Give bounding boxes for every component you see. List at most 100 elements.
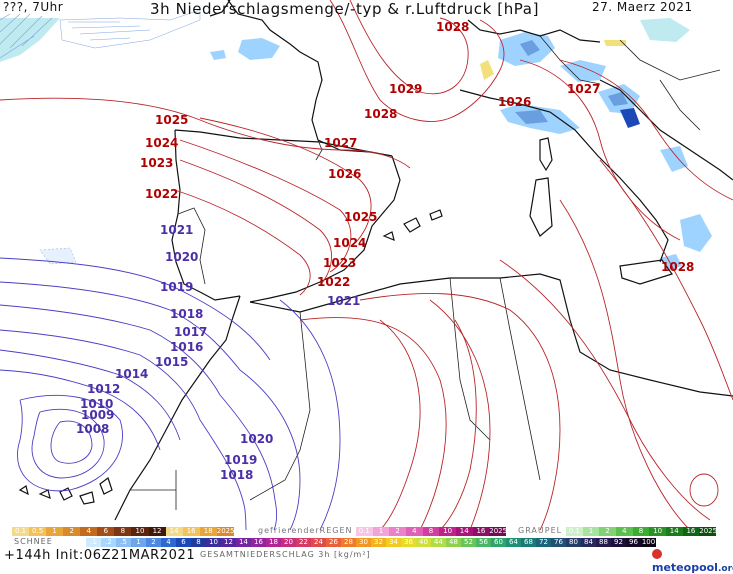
pressure-label: 1027: [324, 136, 357, 150]
legend-step: 20: [281, 538, 296, 547]
legend-step: 8: [422, 527, 440, 536]
legend-step: 1: [372, 527, 390, 536]
model-run-info: +144h Init:06Z21MAR2021: [4, 548, 196, 563]
total-precip-label: GESAMTNIEDERSCHLAG 3h [kg/m²]: [200, 550, 371, 559]
legend-step: 0.1: [356, 527, 373, 536]
cold-air-area: [0, 9, 201, 62]
legend-step: 4: [161, 538, 176, 547]
legend-step: 18: [199, 527, 217, 536]
total-precip-scale: .1.2.5 1 2 4 6 8 10 12 14 16 18 20 22 24 26 28 30 32 34 36 4…: [86, 538, 656, 547]
pressure-label: 1017: [174, 325, 207, 339]
legend-step: 36: [401, 538, 416, 547]
pressure-label: 1014: [115, 367, 148, 381]
freezing-rain-scale: 0.1 1 2 4 8 10 14 16 2025+: [356, 527, 513, 536]
pressure-label: 1008: [76, 422, 109, 436]
legend-step: 22: [296, 538, 311, 547]
pressure-label: 1012: [87, 382, 120, 396]
pressure-label: 1025: [344, 210, 377, 224]
legend-step: 2025+: [489, 527, 513, 536]
legend-step: 6: [97, 527, 115, 536]
legend-step: 14: [665, 527, 683, 536]
legend-step: 96: [626, 538, 641, 547]
legend-step: 6: [176, 538, 191, 547]
pressure-label: 1018: [220, 468, 253, 482]
legend-step: 16: [472, 527, 490, 536]
legend-step: 14: [236, 538, 251, 547]
legend-step: 56: [476, 538, 491, 547]
legend-step: 18: [266, 538, 281, 547]
legend-step: 16: [182, 527, 200, 536]
map-title: 3h Niederschlagsmenge/-typ & r.Luftdruck…: [150, 0, 540, 18]
valid-date: 27. Maerz 2021: [592, 0, 693, 14]
pressure-label: 1015: [155, 355, 188, 369]
legend-step: 8: [191, 538, 206, 547]
legend-step: 10: [649, 527, 666, 536]
legend-step: 48: [446, 538, 461, 547]
legend-step: 76: [551, 538, 566, 547]
legend-step: 16: [251, 538, 266, 547]
legend-step: 1: [131, 538, 146, 547]
legend-step: 2: [63, 527, 81, 536]
legend-step: 72: [536, 538, 551, 547]
graupel-label: GRAUPEL: [518, 526, 563, 535]
legend-step: 2025+: [699, 527, 723, 536]
legend-step: 92: [611, 538, 626, 547]
pressure-label: 1020: [165, 250, 198, 264]
pressure-label: 1021: [327, 294, 360, 308]
legend-step: 8: [632, 527, 650, 536]
pressure-label: 1023: [323, 256, 356, 270]
pressure-label: 1022: [145, 187, 178, 201]
pressure-label: 1020: [240, 432, 273, 446]
pressure-label: 1027: [567, 82, 600, 96]
legend-step: 1: [582, 527, 600, 536]
isobars-high: [0, 0, 733, 531]
pressure-label: 1021: [160, 223, 193, 237]
precipitation-areas: [39, 18, 712, 270]
legend-step: 4: [405, 527, 423, 536]
legend-step: 30: [356, 538, 371, 547]
legend-step: 10: [206, 538, 221, 547]
legend-step: 10: [131, 527, 149, 536]
legend-step: 0.5: [29, 527, 47, 536]
isobars-low: [0, 257, 341, 531]
freezing-rain-label: gefrierenderREGEN: [258, 526, 353, 535]
brand-name: meteopool: [652, 561, 718, 574]
legend-step: 8: [114, 527, 132, 536]
pressure-label: 1026: [498, 95, 531, 109]
legend-step: 100: [641, 538, 656, 547]
pressure-label: 1016: [170, 340, 203, 354]
legend-step: 1: [46, 527, 64, 536]
brand-logo[interactable]: meteopool.org: [652, 548, 733, 574]
legend-step: .5: [116, 538, 131, 547]
legend-step: 4: [615, 527, 633, 536]
legend-step: 10: [439, 527, 456, 536]
legend-step: 32: [371, 538, 386, 547]
pressure-label: 1028: [364, 107, 397, 121]
legend-step: 80: [566, 538, 581, 547]
pressure-label: 1022: [317, 275, 350, 289]
pressure-label: 1025: [155, 113, 188, 127]
legend-step: 40: [416, 538, 431, 547]
graupel-scale: 0.1 1 2 4 8 10 14 16 2025+: [566, 527, 723, 536]
pressure-label: 1019: [224, 453, 257, 467]
legend-step: 60: [491, 538, 506, 547]
legend-step: 2025+: [216, 527, 241, 536]
legend-step: 0.1: [566, 527, 583, 536]
legend-step: 28: [341, 538, 356, 547]
legend-step: 12: [221, 538, 236, 547]
pressure-label: 1019: [160, 280, 193, 294]
pressure-labels-low: 1021 1020 1019 1021 1018 1017 1016 1015 …: [76, 223, 360, 482]
legend-step: 0.1: [12, 527, 30, 536]
pressure-label: 1010: [80, 397, 113, 411]
snow-scale: 0.1 0.5 1 2 4 6 8 10 12 14 16 18 2025+: [12, 527, 241, 536]
legend-step: 84: [581, 538, 596, 547]
legend-step: 88: [596, 538, 611, 547]
legend-step: .2: [101, 538, 116, 547]
pressure-label: 1029: [389, 82, 422, 96]
pressure-label: 1009: [81, 408, 114, 422]
snow-label: SCHNEE: [14, 537, 53, 546]
legend-step: 2: [389, 527, 406, 536]
legend-step: 24: [311, 538, 326, 547]
legend-step: 4: [80, 527, 98, 536]
